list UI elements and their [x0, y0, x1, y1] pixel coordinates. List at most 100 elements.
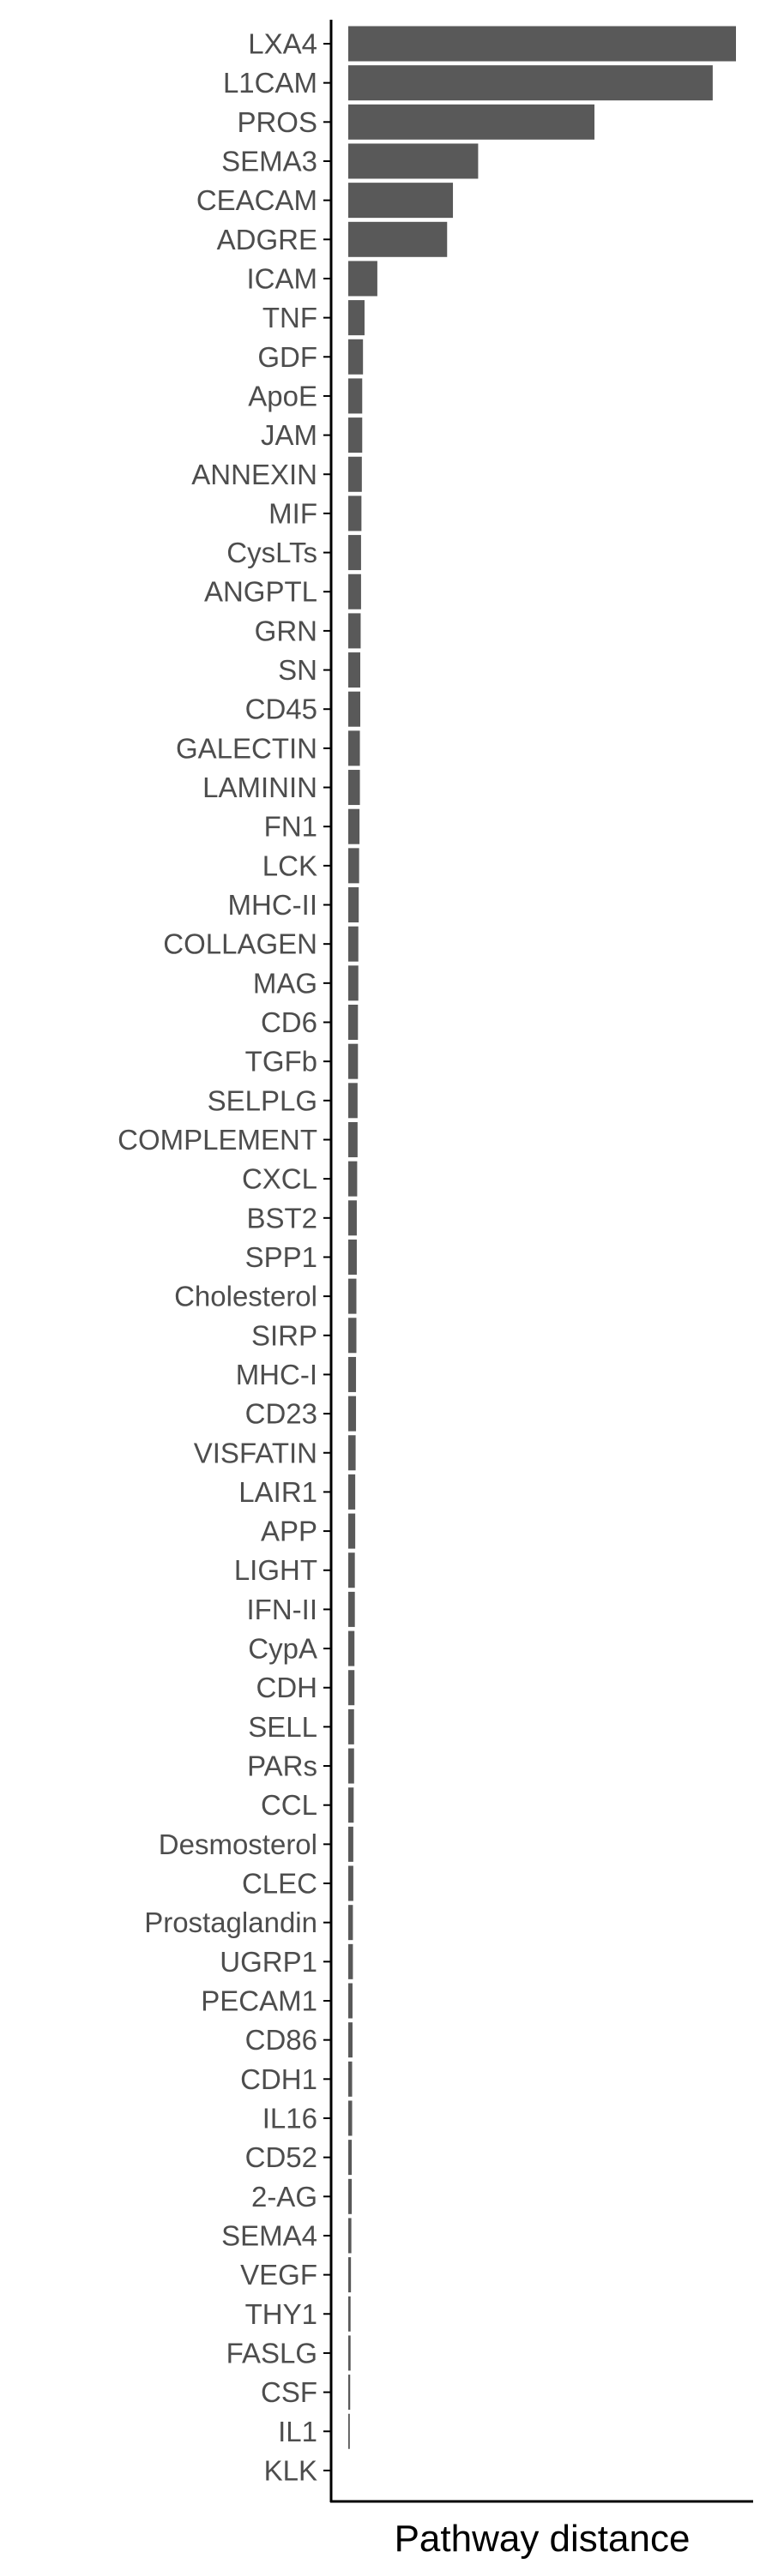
y-tick-label: BST2	[246, 1202, 317, 1234]
bar-JAM	[348, 417, 363, 453]
bar-CysLTs	[348, 535, 361, 571]
bar-CEACAM	[348, 183, 454, 219]
y-tick-label: ADGRE	[217, 224, 317, 255]
bar-CD6	[348, 1005, 359, 1040]
bar-L1CAM	[348, 65, 713, 101]
y-tick-label: LXA4	[248, 28, 317, 60]
bar-CypA	[348, 1630, 355, 1666]
y-tick-label: MAG	[253, 967, 317, 999]
bar-PROS	[348, 104, 595, 140]
bar-Cholesterol	[348, 1278, 357, 1314]
y-tick-label: IL1	[278, 2416, 317, 2447]
y-tick-label: APP	[261, 1516, 317, 1547]
bar-SELL	[348, 1708, 354, 1744]
bar-SEMA4	[348, 2218, 352, 2254]
bar-VISFATIN	[348, 1435, 356, 1471]
y-tick-label: SN	[278, 654, 317, 686]
y-tick-label: SIRP	[251, 1319, 317, 1351]
y-tick-label: COMPLEMENT	[118, 1124, 317, 1156]
y-tick-label: L1CAM	[223, 67, 317, 99]
y-tick-label: 2-AG	[251, 2181, 317, 2213]
y-tick-label: PROS	[237, 106, 317, 138]
y-tick-label: GDF	[257, 341, 317, 373]
bar-TGFb	[348, 1043, 359, 1079]
y-tick-label: CDH1	[240, 2063, 317, 2095]
y-tick-label: SELPLG	[208, 1084, 317, 1116]
y-tick-label: PARs	[247, 1750, 317, 1782]
bar-PECAM1	[348, 1983, 353, 2019]
y-tick-label: IL16	[262, 2102, 317, 2134]
y-tick-label: CCL	[261, 1789, 317, 1821]
bar-CXCL	[348, 1161, 358, 1197]
y-tick-label: ApoE	[248, 380, 317, 411]
y-tick-label: UGRP1	[220, 1946, 317, 1978]
bar-GDF	[348, 339, 364, 375]
bar-IL16	[348, 2100, 353, 2136]
bar-FASLG	[348, 2335, 351, 2371]
bar-BST2	[348, 1200, 357, 1236]
y-tick-label: SPP1	[245, 1241, 317, 1273]
y-tick-label: CSF	[261, 2376, 317, 2408]
bar-2-AG	[348, 2178, 353, 2214]
y-tick-label: MHC-I	[236, 1359, 317, 1390]
y-axis-ticks: LXA4 L1CAM PROS SEMA3 CEACAM ADGRE ICAM TNF GDF A…	[118, 28, 331, 2486]
bar-CCL	[348, 1787, 354, 1823]
y-tick-label: CDH	[256, 1672, 318, 1703]
y-tick-label: MHC-II	[228, 889, 317, 921]
bar-Desmosterol	[348, 1826, 353, 1862]
bar-COMPLEMENT	[348, 1121, 358, 1157]
bar-CLEC	[348, 1865, 353, 1901]
y-tick-label: THY1	[245, 2298, 317, 2330]
y-tick-label: CD52	[245, 2141, 317, 2173]
y-tick-label: ANNEXIN	[191, 459, 317, 490]
bar-LAMININ	[348, 770, 360, 806]
bar-CD52	[348, 2140, 353, 2176]
bar-MAG	[348, 965, 359, 1001]
bar-ApoE	[348, 378, 363, 414]
y-tick-label: Prostaglandin	[144, 1906, 317, 1938]
y-tick-label: CXCL	[242, 1163, 317, 1195]
y-tick-label: VISFATIN	[194, 1437, 317, 1468]
y-tick-label: LIGHT	[234, 1554, 317, 1586]
bar-SEMA3	[348, 143, 479, 179]
bar-LIGHT	[348, 1552, 355, 1588]
bar-LXA4	[348, 26, 736, 62]
y-tick-label: Desmosterol	[159, 1828, 317, 1860]
bar-PARs	[348, 1748, 354, 1784]
y-tick-label: GALECTIN	[176, 732, 317, 764]
y-tick-label: Cholesterol	[174, 1281, 317, 1312]
y-tick-label: ANGPTL	[204, 576, 317, 608]
bar-GRN	[348, 613, 361, 649]
bar-Prostaglandin	[348, 1905, 353, 1941]
y-tick-label: CD45	[245, 694, 317, 725]
y-tick-label: CEACAM	[196, 184, 317, 216]
bar-APP	[348, 1513, 356, 1549]
bar-ANNEXIN	[348, 456, 362, 492]
y-tick-label: LAIR1	[238, 1476, 317, 1508]
bar-LAIR1	[348, 1474, 356, 1510]
y-tick-label: GRN	[255, 615, 317, 646]
y-tick-label: CysLTs	[226, 537, 317, 568]
bar-CD45	[348, 691, 361, 727]
y-tick-label: FN1	[264, 811, 317, 843]
bar-CDH1	[348, 2061, 353, 2097]
bar-COLLAGEN	[348, 926, 359, 962]
y-tick-label: VEGF	[240, 2259, 317, 2291]
y-tick-label: LCK	[262, 850, 317, 881]
y-tick-label: FASLG	[226, 2337, 317, 2369]
bar-GALECTIN	[348, 730, 360, 766]
y-tick-label: CD86	[245, 2024, 317, 2056]
bar-SELPLG	[348, 1083, 358, 1119]
bar-ANGPTL	[348, 573, 361, 609]
y-tick-label: IFN-II	[247, 1594, 317, 1625]
y-tick-label: ICAM	[247, 262, 318, 294]
bar-ICAM	[348, 261, 377, 297]
y-tick-label: COLLAGEN	[163, 928, 317, 960]
x-axis-title: Pathway distance	[395, 2518, 691, 2560]
bar-CD23	[348, 1396, 357, 1432]
y-tick-label: SELL	[248, 1711, 317, 1743]
bar-THY1	[348, 2296, 351, 2332]
bar-UGRP1	[348, 1943, 353, 1979]
